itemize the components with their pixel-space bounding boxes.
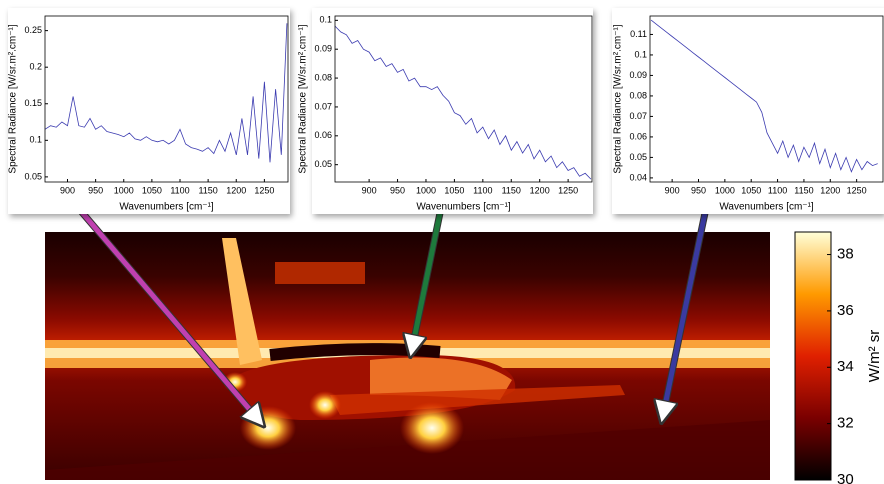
y-tick-label: 0.06: [314, 130, 332, 140]
spectrum-panel: 0.04 0.05 0.06 0.07 0.08 0.09 0.1 0.11 900 950 100…: [612, 8, 884, 214]
panel-background: [612, 8, 884, 214]
y-axis-label: Spectral Radiance [W/sr.m².cm⁻¹]: [613, 24, 624, 173]
y-tick-label: 0.09: [314, 44, 332, 54]
x-tick-label: 1150: [502, 185, 521, 195]
x-tick-label: 1250: [254, 185, 274, 195]
colorbar-label: W/m² sr: [866, 330, 883, 382]
y-tick-label: 0.07: [629, 111, 647, 121]
thermal-image: [45, 232, 770, 480]
colorbar-tick-label: 32: [837, 415, 854, 432]
x-axis-label: Wavenumbers [cm⁻¹]: [119, 202, 214, 213]
x-tick-label: 1050: [444, 185, 464, 195]
x-axis-label: Wavenumbers [cm⁻¹]: [719, 202, 814, 213]
x-tick-label: 1100: [473, 185, 492, 195]
plot-frame: [649, 15, 884, 183]
y-tick-label: 0.04: [629, 172, 647, 182]
colorbar: 30 32 34 36 38 W/m² sr: [794, 231, 883, 484]
colorbar-gradient: [794, 231, 832, 481]
y-tick-label: 0.15: [24, 98, 42, 108]
x-tick-label: 1050: [741, 185, 761, 195]
x-tick-label: 1150: [198, 185, 217, 195]
x-tick-label: 950: [390, 185, 405, 195]
y-tick-label: 0.05: [629, 152, 647, 162]
x-tick-label: 900: [60, 185, 75, 195]
x-tick-label: 1000: [114, 185, 134, 195]
x-tick-label: 900: [665, 185, 680, 195]
colorbar-tick-label: 34: [837, 358, 854, 375]
x-tick-label: 1200: [530, 185, 550, 195]
x-tick-label: 950: [691, 185, 706, 195]
plot-frame: [334, 15, 593, 183]
panel-background: [312, 8, 593, 214]
x-tick-label: 1100: [170, 185, 189, 195]
spectrum-line: [650, 19, 878, 173]
x-axis-label: Wavenumbers [cm⁻¹]: [416, 202, 511, 213]
x-tick-label: 1150: [794, 185, 813, 195]
spectrum-line: [45, 23, 288, 163]
plot-frame: [44, 15, 289, 183]
y-axis-label: Spectral Radiance [W/sr.m².cm⁻¹]: [8, 24, 19, 173]
x-tick-label: 1000: [416, 185, 436, 195]
y-tick-label: 0.07: [314, 101, 332, 111]
y-tick-label: 0.09: [629, 70, 647, 80]
spectrum-panel: 0.05 0.1 0.15 0.2 0.25 900 950 1000 1050 1100 1150…: [8, 8, 290, 214]
x-tick-label: 1200: [820, 185, 840, 195]
y-tick-label: 0.1: [634, 49, 647, 59]
colorbar-tick-label: 30: [837, 471, 854, 484]
y-axis-label: Spectral Radiance [W/sr.m².cm⁻¹]: [298, 24, 309, 173]
arrows: [77, 207, 709, 424]
x-tick-label: 1250: [558, 185, 578, 195]
x-tick-label: 1050: [142, 185, 162, 195]
x-tick-label: 1250: [847, 185, 867, 195]
y-tick-label: 0.08: [629, 90, 647, 100]
y-tick-label: 0.11: [630, 29, 647, 39]
x-tick-label: 1200: [226, 185, 246, 195]
x-tick-label: 900: [362, 185, 377, 195]
y-tick-label: 0.05: [314, 159, 332, 169]
colorbar-tick-label: 38: [837, 246, 854, 263]
spectrum-line: [335, 25, 592, 180]
panel-background: [8, 8, 290, 214]
y-tick-label: 0.06: [629, 131, 647, 141]
y-tick-label: 0.05: [24, 171, 42, 181]
colorbar-tick-label: 36: [837, 302, 854, 319]
y-tick-label: 0.1: [29, 135, 42, 145]
y-tick-label: 0.08: [314, 72, 332, 82]
x-tick-label: 950: [88, 185, 103, 195]
spectrum-panel: 0.05 0.06 0.07 0.08 0.09 0.1 900 950 1000 1050 110…: [298, 8, 593, 214]
y-tick-label: 0.25: [24, 25, 42, 35]
y-tick-label: 0.1: [319, 15, 332, 25]
y-tick-label: 0.2: [29, 62, 42, 72]
x-tick-label: 1000: [715, 185, 735, 195]
x-tick-label: 1100: [768, 185, 787, 195]
